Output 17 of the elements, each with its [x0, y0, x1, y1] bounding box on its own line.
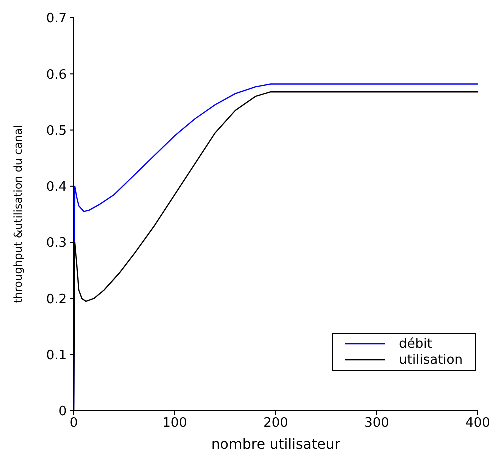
- legend-label: débit: [399, 336, 432, 352]
- y-tick-label: 0.1: [46, 348, 67, 364]
- x-tick-label: 200: [264, 416, 288, 432]
- y-tick-label: 0.2: [46, 292, 67, 308]
- x-tick-label: 0: [70, 416, 78, 432]
- y-tick-label: 0: [58, 404, 67, 420]
- y-tick-label: 0.4: [46, 180, 67, 196]
- x-tick-label: 400: [466, 416, 490, 432]
- x-tick-label: 300: [364, 416, 390, 432]
- y-tick-label: 0.3: [46, 236, 67, 252]
- legend-label: utilisation: [399, 352, 463, 368]
- y-tick-label: 0.5: [46, 124, 67, 139]
- y-tick-label: 0.6: [46, 68, 67, 83]
- y-axis-title: throughput &utilisation du canal: [12, 125, 25, 304]
- x-axis-title: nombre utilisateur: [211, 437, 341, 453]
- y-tick-label: 0.7: [46, 12, 67, 27]
- x-tick-label: 100: [162, 416, 188, 432]
